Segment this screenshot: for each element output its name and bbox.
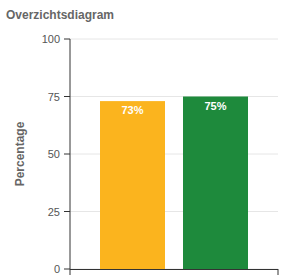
bar	[183, 97, 248, 270]
grid	[70, 39, 278, 269]
tick-mark	[64, 211, 70, 212]
tick-label: 100	[42, 33, 60, 45]
chart-svg: Overzichtsdiagram Percentage 0 25 50 75 100 73%…	[0, 0, 300, 277]
bar	[100, 101, 165, 269]
grid-line	[70, 39, 278, 40]
data-label: 73%	[121, 104, 143, 116]
title: Overzichtsdiagram	[6, 8, 114, 22]
tick-label: 50	[48, 148, 60, 160]
x-axis-end	[278, 269, 279, 275]
tick-mark	[64, 39, 70, 40]
chart-container: Overzichtsdiagram Percentage 0 25 50 75 100 73%…	[0, 0, 300, 277]
tick-label: 75	[48, 91, 60, 103]
y-axis-label: Percentage	[13, 121, 27, 186]
tick-label: 0	[54, 263, 60, 275]
tick-mark	[64, 96, 70, 97]
y-axis	[70, 39, 71, 269]
tick-mark	[64, 154, 70, 155]
data-labels: 73% 75%	[121, 100, 226, 117]
tick-mark	[64, 269, 70, 270]
data-label: 75%	[204, 100, 226, 112]
bars	[100, 97, 248, 270]
x-axis	[70, 269, 278, 270]
tick-label: 25	[48, 206, 60, 218]
x-axis-end	[70, 269, 71, 275]
